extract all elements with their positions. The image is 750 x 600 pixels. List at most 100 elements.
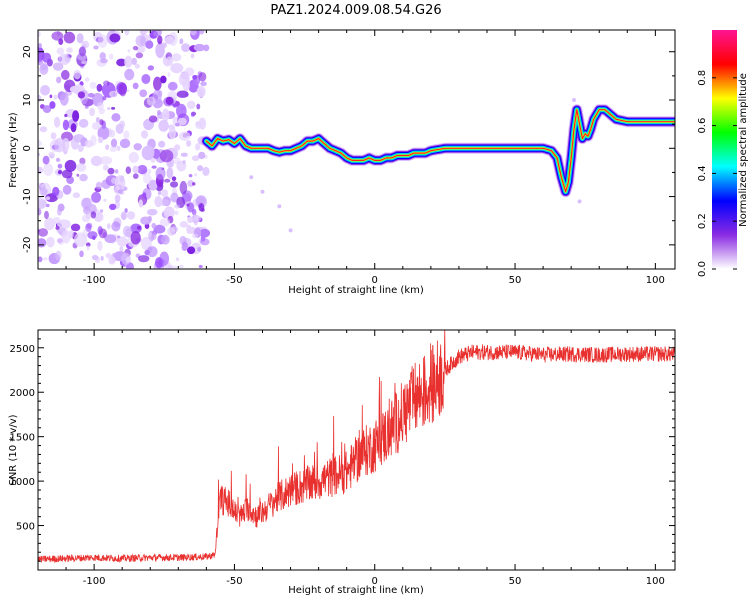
- noise-blob: [146, 246, 158, 258]
- noise-blob: [55, 226, 60, 230]
- colorbar-tick-label: 0.4: [697, 165, 708, 181]
- noise-blob: [194, 215, 202, 222]
- noise-blob: [105, 252, 112, 259]
- noise-blob: [104, 234, 117, 244]
- noise-blob: [115, 123, 124, 135]
- noise-blob: [198, 264, 203, 269]
- noise-blob: [171, 53, 182, 62]
- noise-blob: [147, 65, 155, 71]
- noise-blob: [92, 235, 96, 240]
- noise-blob: [192, 233, 199, 239]
- noise-blob: [82, 206, 91, 215]
- noise-blob: [135, 52, 144, 59]
- noise-blob: [79, 250, 84, 258]
- noise-blob: [44, 217, 55, 231]
- noise-blob: [72, 110, 80, 122]
- noise-blob: [117, 189, 124, 195]
- noise-blob: [135, 46, 146, 53]
- noise-blob: [114, 175, 126, 191]
- noise-blob: [198, 151, 206, 160]
- noise-blob: [170, 62, 184, 74]
- noise-blob: [89, 81, 97, 89]
- colorbar-tick-label: 0.6: [697, 118, 708, 134]
- x-tick-label: -100: [83, 576, 106, 587]
- noise-blob: [52, 62, 64, 71]
- noise-blob: [190, 113, 195, 117]
- noise-blob: [155, 167, 166, 180]
- noise-blob: [99, 119, 104, 126]
- noise-blob: [178, 131, 191, 142]
- noise-blob: [97, 126, 110, 140]
- noise-blob: [167, 72, 171, 77]
- noise-blob: [154, 257, 163, 269]
- noise-blob: [45, 203, 50, 208]
- noise-blob: [131, 57, 137, 66]
- noise-blob: [196, 85, 206, 98]
- noise-blob: [191, 155, 200, 162]
- noise-blob: [77, 91, 86, 99]
- noise-blob: [133, 143, 142, 151]
- noise-blob: [76, 33, 84, 44]
- x-tick-label: 100: [646, 576, 665, 587]
- noise-speck: [577, 199, 582, 204]
- noise-blob: [152, 76, 162, 91]
- noise-blob: [97, 240, 103, 251]
- y-tick-label: 2500: [10, 344, 35, 355]
- snr-y-label: SNR (10 * v/v): [8, 414, 19, 485]
- noise-blob: [57, 219, 71, 230]
- noise-blob: [168, 125, 177, 140]
- colorbar: 0.0 0.2 0.4 0.6 0.8 Normalized spectral ampl…: [697, 30, 749, 277]
- noise-blob: [38, 31, 41, 38]
- noise-blob: [181, 43, 191, 53]
- noise-blob: [38, 228, 49, 237]
- noise-blob: [140, 216, 152, 225]
- noise-blob: [158, 140, 166, 148]
- signal-ridge: [200, 98, 675, 233]
- noise-blob: [174, 204, 181, 209]
- noise-blob: [42, 257, 48, 261]
- noise-speck: [288, 228, 293, 233]
- noise-blob: [78, 46, 86, 57]
- noise-blob: [42, 105, 52, 114]
- noise-blob: [73, 69, 81, 80]
- noise-blob: [195, 196, 206, 206]
- noise-blob: [196, 103, 201, 110]
- noise-blob: [99, 52, 106, 61]
- noise-blob: [167, 81, 178, 91]
- noise-blob: [197, 246, 201, 252]
- noise-blob: [147, 232, 152, 238]
- noise-blob: [134, 63, 140, 69]
- noise-blob: [168, 161, 172, 167]
- noise-blob: [132, 173, 139, 179]
- noise-blob: [187, 246, 196, 255]
- x-tick-label: 50: [509, 576, 522, 587]
- noise-blob: [153, 31, 159, 37]
- noise-blob: [104, 80, 108, 86]
- x-tick-label: 0: [372, 576, 378, 587]
- x-tick-label: 50: [509, 275, 522, 286]
- noise-blob: [58, 53, 70, 65]
- noise-blob: [85, 223, 92, 232]
- noise-blob: [132, 45, 139, 51]
- noise-blob: [170, 192, 179, 203]
- noise-blob: [190, 30, 197, 36]
- noise-blob: [198, 72, 207, 82]
- noise-blob: [62, 119, 69, 131]
- noise-blob: [157, 190, 162, 196]
- noise-blob: [85, 242, 91, 247]
- noise-blob: [45, 196, 51, 201]
- noise-blob: [171, 176, 177, 181]
- noise-blob: [46, 236, 55, 248]
- noise-blob: [190, 53, 195, 59]
- noise-blob: [48, 151, 55, 158]
- noise-blob: [76, 173, 80, 177]
- noise-blob: [70, 223, 81, 232]
- noise-blob: [107, 107, 111, 110]
- noise-blob: [203, 44, 210, 52]
- noise-blob: [158, 119, 169, 132]
- noise-blob: [138, 199, 144, 208]
- noise-blob: [38, 186, 47, 196]
- noise-blob: [52, 186, 60, 196]
- x-tick-label: -50: [226, 275, 242, 286]
